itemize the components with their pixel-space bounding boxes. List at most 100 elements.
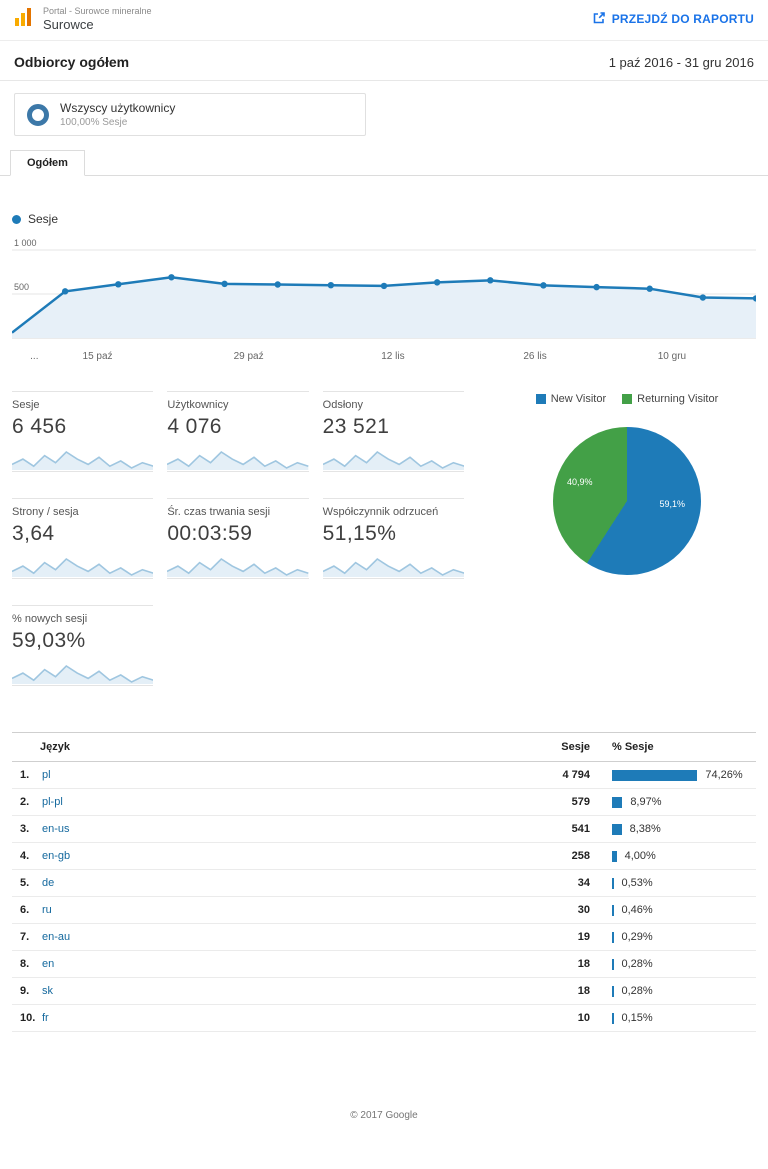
column-header-percent[interactable]: % Sesje bbox=[598, 732, 756, 762]
percent-value: 0,15% bbox=[621, 1012, 653, 1024]
legend-new-visitor[interactable]: New Visitor bbox=[535, 393, 607, 405]
sessions-value: 30 bbox=[526, 896, 598, 924]
language-link[interactable]: en-gb bbox=[42, 850, 71, 862]
metric-card[interactable]: Użytkownicy 4 076 bbox=[167, 391, 309, 472]
metric-sparkline bbox=[12, 445, 154, 472]
sessions-chart-section: Sesje 1 000 500 ... 15 paź 29 paź 12 lis 26 … bbox=[0, 212, 768, 365]
sessions-value: 18 bbox=[526, 950, 598, 978]
metric-value: 23 521 bbox=[322, 415, 390, 438]
sessions-legend-dot bbox=[12, 214, 21, 224]
segment-donut-icon bbox=[27, 103, 49, 126]
languages-table: Język Sesje % Sesje 1. pl 4 794 74,26% 2.… bbox=[12, 732, 756, 1032]
visitor-pie-chart[interactable]: 40,9% 59,1% bbox=[553, 427, 701, 575]
metric-card[interactable]: % nowych sesji 59,03% bbox=[12, 605, 154, 686]
language-link[interactable]: ru bbox=[42, 904, 52, 916]
language-link[interactable]: pl bbox=[42, 769, 51, 781]
percent-bar bbox=[612, 958, 614, 970]
row-rank: 1. bbox=[20, 769, 30, 781]
table-row: 2. pl-pl 579 8,97% bbox=[12, 788, 756, 816]
tab-ogolem[interactable]: Ogółem bbox=[10, 150, 85, 176]
metric-value: 4 076 bbox=[167, 415, 222, 438]
table-row: 5. de 34 0,53% bbox=[12, 869, 756, 897]
table-body: 1. pl 4 794 74,26% 2. pl-pl 579 8,97% 3. en… bbox=[12, 761, 756, 1032]
metric-label: Odsłony bbox=[322, 399, 364, 411]
metric-sparkline bbox=[167, 445, 309, 472]
metric-card[interactable]: Sesje 6 456 bbox=[12, 391, 154, 472]
sessions-value: 4 794 bbox=[526, 761, 598, 789]
x-axis-label: 10 gru bbox=[657, 351, 687, 362]
language-link[interactable]: en-us bbox=[42, 823, 70, 835]
metric-label: Śr. czas trwania sesji bbox=[167, 506, 271, 518]
metric-card[interactable]: Śr. czas trwania sesji 00:03:59 bbox=[167, 498, 309, 579]
sessions-value: 579 bbox=[526, 788, 598, 816]
metric-value: 59,03% bbox=[12, 629, 86, 652]
table-row: 3. en-us 541 8,38% bbox=[12, 815, 756, 843]
row-rank: 6. bbox=[20, 904, 30, 916]
metric-card[interactable]: Odsłony 23 521 bbox=[322, 391, 464, 472]
new-visitor-swatch-icon bbox=[535, 394, 546, 404]
percent-bar bbox=[612, 850, 617, 862]
metric-card[interactable]: Współczynnik odrzuceń 51,15% bbox=[322, 498, 464, 579]
title-row: Odbiorcy ogółem 1 paź 2016 - 31 gru 2016 bbox=[0, 41, 768, 81]
column-header-sessions[interactable]: Sesje bbox=[526, 732, 598, 762]
segment-detail: 100,00% Sesje bbox=[60, 117, 128, 128]
languages-table-section: Język Sesje % Sesje 1. pl 4 794 74,26% 2.… bbox=[0, 732, 768, 1032]
table-row: 4. en-gb 258 4,00% bbox=[12, 842, 756, 870]
property-name[interactable]: Surowce bbox=[43, 17, 94, 32]
percent-bar bbox=[612, 1012, 614, 1024]
segment-chip[interactable]: Wszyscy użytkownicy 100,00% Sesje bbox=[14, 93, 366, 136]
account-path: Portal - Surowce mineralne bbox=[43, 6, 152, 16]
legend-label: Returning Visitor bbox=[637, 393, 719, 405]
language-link[interactable]: de bbox=[42, 877, 55, 889]
metric-sparkline bbox=[167, 552, 309, 579]
table-row: 9. sk 18 0,28% bbox=[12, 977, 756, 1005]
x-axis-label: ... bbox=[30, 351, 39, 362]
sessions-value: 541 bbox=[526, 815, 598, 843]
open-in-new-icon bbox=[592, 11, 606, 28]
language-link[interactable]: en-au bbox=[42, 931, 71, 943]
stats-section: Sesje 6 456 Użytkownicy 4 076 Odsłony 23… bbox=[0, 391, 768, 686]
table-row: 10. fr 10 0,15% bbox=[12, 1004, 756, 1032]
legend-returning-visitor[interactable]: Returning Visitor bbox=[622, 393, 718, 405]
x-axis-labels: ... 15 paź 29 paź 12 lis 26 lis 10 gru bbox=[12, 351, 756, 365]
metric-value: 00:03:59 bbox=[167, 522, 253, 545]
percent-bar bbox=[612, 823, 622, 835]
visitor-type-panel: New Visitor Returning Visitor 40,9% 59,1… bbox=[464, 391, 756, 686]
top-bar: Portal - Surowce mineralne Surowce PRZEJ… bbox=[0, 0, 768, 41]
pie-label-returning: 40,9% bbox=[567, 477, 593, 487]
language-link[interactable]: sk bbox=[42, 985, 53, 997]
metric-value: 3,64 bbox=[12, 522, 55, 545]
metric-card[interactable]: Strony / sesja 3,64 bbox=[12, 498, 154, 579]
table-row: 6. ru 30 0,46% bbox=[12, 896, 756, 924]
metric-label: Strony / sesja bbox=[12, 506, 79, 518]
metric-sparkline bbox=[12, 552, 154, 579]
segment-name: Wszyscy użytkownicy bbox=[60, 101, 176, 115]
row-rank: 7. bbox=[20, 931, 30, 943]
table-row: 7. en-au 19 0,29% bbox=[12, 923, 756, 951]
legend-label: New Visitor bbox=[550, 393, 607, 405]
column-header-language[interactable]: Język bbox=[12, 732, 526, 762]
language-link[interactable]: pl-pl bbox=[42, 796, 63, 808]
metric-label: Współczynnik odrzuceń bbox=[322, 506, 439, 518]
percent-bar bbox=[612, 769, 698, 781]
percent-bar bbox=[612, 796, 623, 808]
x-axis-label: 12 lis bbox=[381, 351, 405, 362]
x-axis-label: 15 paź bbox=[82, 351, 113, 362]
language-link[interactable]: fr bbox=[42, 1012, 49, 1024]
analytics-logo-icon bbox=[14, 7, 34, 32]
tab-bar: Ogółem bbox=[0, 150, 768, 176]
row-rank: 4. bbox=[20, 850, 30, 862]
percent-bar bbox=[612, 931, 614, 943]
go-to-report-link[interactable]: PRZEJDŹ DO RAPORTU bbox=[592, 11, 754, 28]
language-link[interactable]: en bbox=[42, 958, 55, 970]
metrics-grid: Sesje 6 456 Użytkownicy 4 076 Odsłony 23… bbox=[12, 391, 464, 686]
date-range[interactable]: 1 paź 2016 - 31 gru 2016 bbox=[608, 55, 754, 70]
percent-value: 0,46% bbox=[621, 904, 653, 916]
sessions-timeline[interactable]: 1 000 500 bbox=[12, 238, 756, 348]
table-header-row: Język Sesje % Sesje bbox=[12, 732, 756, 762]
percent-value: 4,00% bbox=[624, 850, 656, 862]
percent-value: 0,53% bbox=[621, 877, 653, 889]
pie-label-new: 59,1% bbox=[659, 499, 685, 509]
percent-value: 8,38% bbox=[629, 823, 661, 835]
